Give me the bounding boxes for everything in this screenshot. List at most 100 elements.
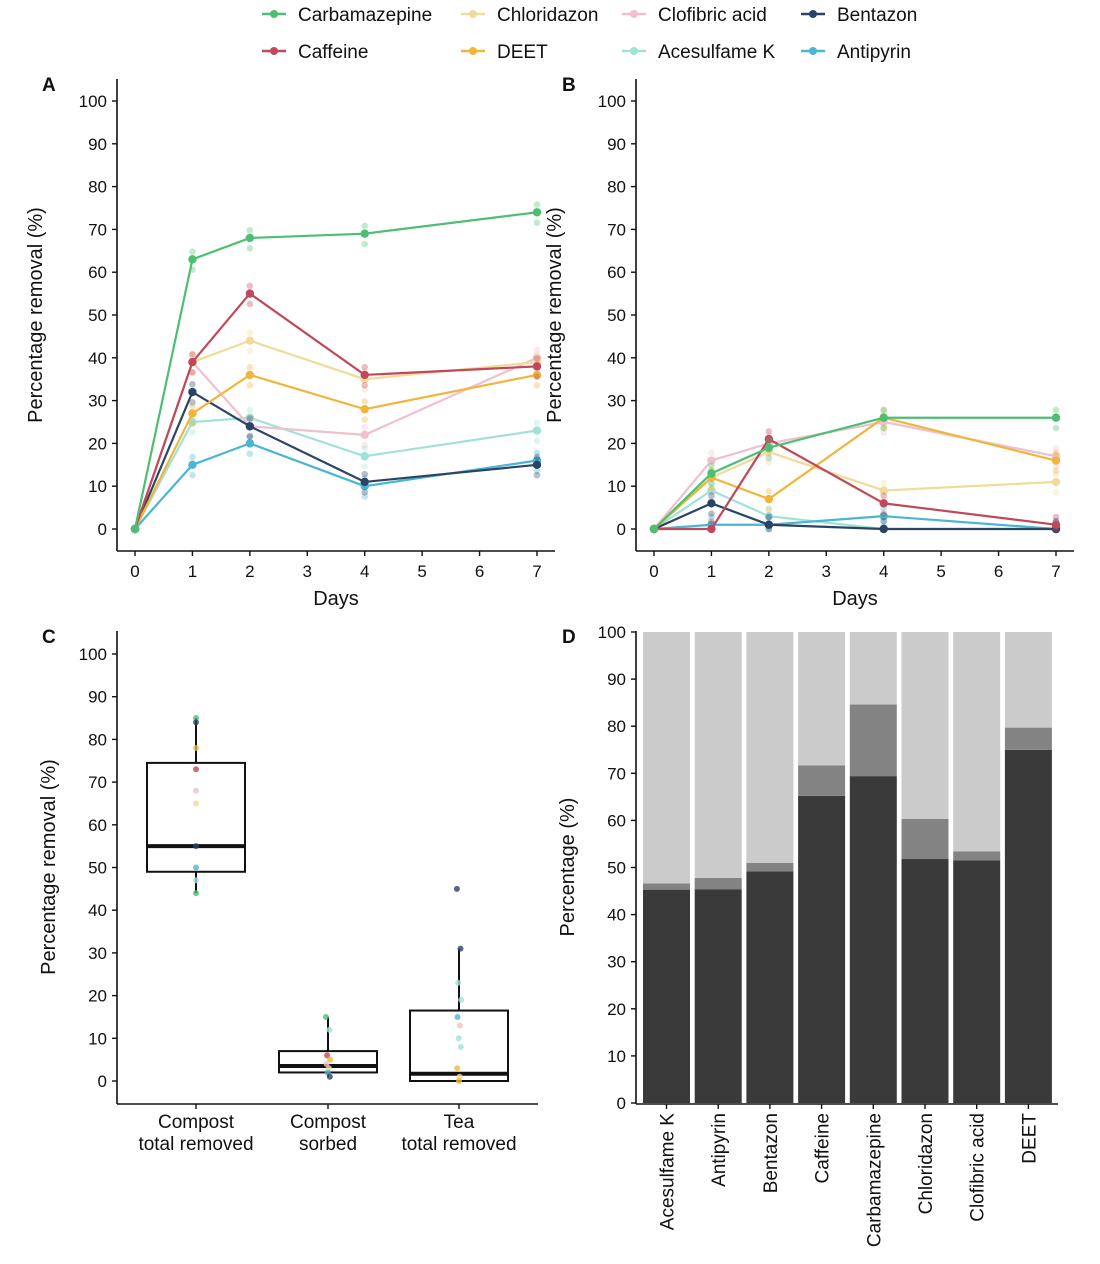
b-x-tick-label: 6 xyxy=(994,562,1003,581)
a-replicate-carbamazepine xyxy=(361,240,369,248)
a-point-deet xyxy=(360,404,369,414)
a-x-tick-label: 2 xyxy=(245,562,254,581)
b-point-carbamazepine xyxy=(1051,413,1061,422)
c-point-clofibric-acid xyxy=(456,1022,463,1029)
a-replicate-clofibric-acid xyxy=(533,346,541,354)
a-replicate-chloridazon xyxy=(189,351,196,358)
d-category-label-clofibric-acid: Clofibric acid xyxy=(968,1113,989,1222)
b-replicate-bentazon xyxy=(880,517,888,525)
b-point-caffeine xyxy=(879,499,888,508)
c-category-label: total removed xyxy=(401,1134,516,1155)
legend-label-acesulfame-k: Acesulfame K xyxy=(658,42,776,63)
d-y-axis-title: Percentage (%) xyxy=(557,798,579,937)
a-y-tick-label: 60 xyxy=(88,263,107,282)
panel-c: C 0 10 20 30 40 50 60 70 80 90 100 Percentage remov… xyxy=(38,627,538,1155)
c-point-chloridazon xyxy=(193,800,199,807)
b-replicate-carbamazepine xyxy=(880,406,888,414)
d-bar-bottom-antipyrin xyxy=(694,889,742,1103)
c-point-bentazon xyxy=(193,843,199,850)
b-point-bentazon xyxy=(879,524,888,534)
b-replicate-caffeine xyxy=(880,510,888,517)
legend-marker-caffeine xyxy=(270,47,278,55)
d-bar-middle-antipyrin xyxy=(694,877,742,890)
a-replicate-caffeine xyxy=(361,363,369,371)
b-replicate-deet xyxy=(708,484,715,492)
a-point-clofibric-acid xyxy=(360,430,369,440)
d-bar-top-clofibric-acid xyxy=(953,632,1001,852)
a-replicate-chloridazon xyxy=(533,351,541,358)
c-point-bentazon xyxy=(453,885,460,892)
d-category-label-chloridazon: Chloridazon xyxy=(916,1113,937,1214)
d-bar-bottom-bentazon xyxy=(746,871,794,1103)
d-bar-middle-acesulfame-k xyxy=(643,883,690,890)
a-replicate-acesulfame-k xyxy=(361,463,369,470)
b-replicate-caffeine xyxy=(880,492,888,499)
b-replicate-clofibric-acid xyxy=(1052,463,1060,470)
a-replicate-bentazon xyxy=(533,471,541,479)
a-replicate-carbamazepine xyxy=(246,245,254,252)
a-point-antipyrin xyxy=(188,460,197,469)
c-point-deet xyxy=(456,1078,462,1084)
a-replicate-acesulfame-k xyxy=(533,437,541,445)
b-point-carbamazepine xyxy=(707,469,716,478)
a-x-tick-label: 6 xyxy=(475,562,484,581)
c-point-bentazon xyxy=(193,719,199,726)
a-replicate-bentazon xyxy=(189,381,196,388)
a-replicate-antipyrin xyxy=(533,449,541,457)
b-x-tick-label: 7 xyxy=(1051,562,1060,581)
a-replicate-carbamazepine xyxy=(189,248,196,255)
a-y-axis-title: Percentage removal (%) xyxy=(25,207,47,423)
b-y-tick-label: 60 xyxy=(607,263,626,282)
b-replicate-carbamazepine xyxy=(880,424,888,432)
a-replicate-caffeine xyxy=(246,300,254,308)
b-x-tick-label: 0 xyxy=(649,562,658,581)
c-y-tick-label: 30 xyxy=(88,944,107,963)
panel-a-label: A xyxy=(42,75,56,96)
a-replicate-clofibric-acid xyxy=(189,369,196,376)
a-point-caffeine xyxy=(360,370,369,380)
legend-marker-clofibric-acid xyxy=(630,10,638,18)
a-y-tick-label: 10 xyxy=(88,477,107,496)
b-y-tick-label: 20 xyxy=(607,434,626,453)
a-x-tick-label: 7 xyxy=(532,562,541,581)
a-x-axis-title: Days xyxy=(313,588,359,610)
a-replicate-antipyrin xyxy=(361,493,369,500)
a-replicate-clofibric-acid xyxy=(246,415,254,422)
c-y-tick-label: 0 xyxy=(98,1072,107,1091)
b-point-acesulfame-k xyxy=(764,511,774,521)
d-bar-middle-caffeine xyxy=(798,765,846,796)
d-y-tick-label: 90 xyxy=(607,670,626,689)
c-box-compost-total-removed xyxy=(146,761,246,873)
c-point-bentazon xyxy=(457,945,464,952)
a-point-carbamazepine xyxy=(360,229,369,238)
b-replicate-deet xyxy=(1052,467,1060,475)
a-replicate-bentazon xyxy=(246,415,254,422)
c-point-carbamazepine xyxy=(193,890,199,897)
a-replicate-caffeine xyxy=(189,369,196,376)
a-replicate-deet xyxy=(189,402,196,410)
b-replicate-deet xyxy=(765,488,773,495)
c-point-clofibric-acid xyxy=(193,787,199,794)
panel-d: D 0 10 20 30 40 50 60 70 80 90 100 Percentage (%) Ac… xyxy=(557,623,1058,1247)
legend-label-caffeine: Caffeine xyxy=(298,42,368,63)
b-replicate-carbamazepine xyxy=(765,454,773,462)
a-replicate-chloridazon xyxy=(361,386,369,393)
b-point-bentazon xyxy=(707,499,716,508)
b-x-tick-label: 3 xyxy=(822,562,831,581)
legend-label-antipyrin: Antipyrin xyxy=(837,42,911,63)
b-x-tick-label: 2 xyxy=(764,562,773,581)
b-replicate-carbamazepine xyxy=(708,462,715,469)
b-replicate-acesulfame-k xyxy=(765,505,773,512)
a-replicate-deet xyxy=(246,363,254,371)
a-replicate-antipyrin xyxy=(246,432,254,439)
c-y-tick-label: 90 xyxy=(88,688,107,707)
legend-marker-antipyrin xyxy=(809,47,817,55)
d-bar-middle-deet xyxy=(1004,727,1052,750)
a-replicate-caffeine xyxy=(533,355,541,362)
c-point-acesulfame-k xyxy=(455,979,462,986)
b-point-acesulfame-k xyxy=(707,486,716,495)
a-x-tick-label: 1 xyxy=(188,562,197,581)
b-y-tick-label: 70 xyxy=(607,220,626,239)
